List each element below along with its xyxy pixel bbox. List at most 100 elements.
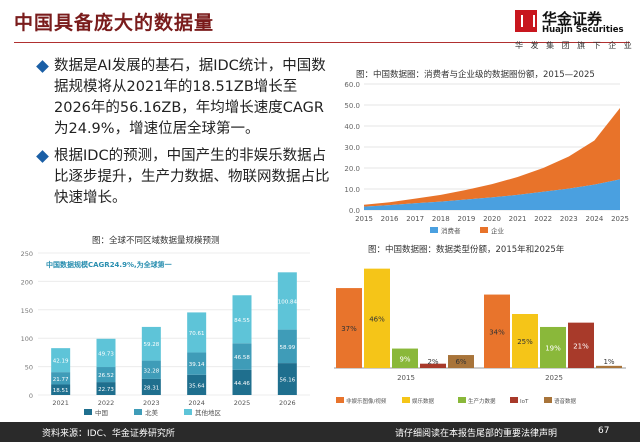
x-tick-label: 2015 (397, 374, 415, 382)
legend-swatch-enterprise (480, 227, 488, 233)
y-tick-label: 50.0 (344, 102, 360, 110)
data-label: 56.16 (279, 378, 295, 384)
bar-segment (277, 272, 297, 330)
y-tick-label: 100 (21, 335, 33, 343)
data-label: 49.73 (98, 351, 114, 357)
data-label: 19% (545, 344, 561, 352)
x-tick-label: 2023 (143, 399, 160, 407)
data-label: 32.28 (143, 368, 159, 374)
legend-swatch (134, 409, 142, 415)
legend-swatch (458, 397, 466, 403)
y-tick-label: 30.0 (344, 144, 360, 152)
data-label: 6% (455, 358, 466, 366)
y-tick-label: 60.0 (344, 81, 360, 89)
bullet-text: 根据IDC的预测，中国产生的非娱乐数据占比逐步提升，生产力数据、物联网数据占比快… (54, 148, 330, 206)
legend-swatch (336, 397, 344, 403)
x-tick-label: 2019 (457, 215, 475, 223)
data-label: 22.73 (98, 387, 114, 393)
data-label: 1% (603, 358, 614, 366)
global-bar-chart: 0 50 100 150 200 250 中国数据规模CAGR24.9%,为全球第一 18.5… (21, 250, 310, 417)
x-tick-label: 2020 (483, 215, 501, 223)
bar (364, 268, 390, 368)
data-label: 21.77 (53, 377, 69, 383)
source-note: 资料来源：IDC、华金证券研究所 (42, 429, 175, 439)
bullet-item: 根据IDC的预测，中国产生的非娱乐数据占比逐步提升，生产力数据、物联网数据占比快… (14, 146, 332, 209)
area-series-consumer (364, 179, 620, 210)
bar (596, 365, 622, 368)
legend-label: IoT (520, 399, 529, 405)
legend-swatch-consumer (430, 227, 438, 233)
y-tick-label: 10.0 (344, 186, 360, 194)
chart-annotation: 中国数据规模CAGR24.9%,为全球第一 (46, 260, 172, 269)
legend-swatch (510, 397, 518, 403)
bullet-list: 数据是AI发展的基石，据IDC统计，中国数据规模将从2021年的18.51ZB增… (14, 56, 332, 215)
y-tick-label: 20.0 (344, 165, 360, 173)
data-label: 42.19 (53, 359, 69, 365)
legend-label: 语音数据 (554, 397, 577, 405)
x-tick-label: 2025 (545, 374, 563, 382)
bar (512, 314, 538, 368)
x-tick-label: 2025 (234, 399, 251, 407)
bullet-item: 数据是AI发展的基石，据IDC统计，中国数据规模将从2021年的18.51ZB增… (14, 56, 332, 140)
y-tick-label: 0.0 (349, 207, 360, 215)
bullet-text: 数据是AI发展的基石，据IDC统计，中国数据规模将从2021年的18.51ZB增… (54, 58, 326, 137)
diamond-bullet-icon (36, 150, 49, 163)
bar (484, 294, 510, 368)
data-label: 100.84 (278, 299, 298, 305)
bar-segment (51, 384, 71, 395)
x-tick-label: 2024 (188, 399, 205, 407)
legend-swatch (402, 397, 410, 403)
y-tick-label: 250 (21, 250, 33, 258)
legend-label-consumer: 消费者 (441, 226, 461, 235)
data-label: 46% (369, 315, 385, 323)
legend-label: 生产力数据 (468, 397, 496, 405)
bar-chart-caption: 图：全球不同区域数据量规模预测 (92, 236, 220, 246)
bar-segment (187, 352, 207, 375)
x-tick-label: 2018 (432, 215, 450, 223)
huajin-logo-icon (515, 10, 537, 32)
bar-segment (187, 312, 207, 353)
data-label: 2% (427, 358, 438, 366)
bar-segment (277, 363, 297, 395)
area-series-enterprise (364, 107, 620, 207)
bar-segment (232, 295, 252, 344)
legend-label: 中国 (95, 408, 108, 417)
bar-segment (141, 378, 161, 395)
data-label: 46.58 (234, 355, 250, 361)
data-label: 37% (341, 325, 357, 333)
x-tick-label: 2022 (98, 399, 115, 407)
data-label: 21% (573, 342, 589, 350)
y-tick-label: 0 (29, 392, 33, 400)
data-label: 25% (517, 338, 533, 346)
bar-segment (96, 338, 116, 368)
legend-label: 北美 (145, 408, 159, 417)
x-tick-label: 2015 (355, 215, 373, 223)
page-title: 中国具备庞大的数据量 (14, 12, 215, 34)
y-tick-label: 200 (21, 278, 33, 286)
bar-segment (232, 343, 252, 370)
share-bar-chart: 37% 46% 9% 2% 6% 2015 34% 25% 19% 21% 1% 2025 非娱乐图像/… (334, 268, 626, 405)
logo-name-en: Huajin Securities (542, 25, 624, 35)
bar (336, 288, 362, 368)
area-chart-caption: 图：中国数据圈：消费者与企业级的数据圈份额，2015—2025 (356, 70, 595, 80)
bar-segment (141, 326, 161, 361)
x-tick-label: 2024 (585, 215, 603, 223)
x-tick-label: 2023 (560, 215, 578, 223)
title-rule (14, 42, 630, 43)
bar-segment (187, 374, 207, 395)
legend-label: 非娱乐图像/视频 (346, 397, 387, 405)
y-tick-label: 150 (21, 307, 33, 315)
diamond-bullet-icon (36, 60, 49, 73)
data-label: 59.28 (143, 342, 159, 348)
bar (568, 322, 594, 368)
data-label: 35.64 (189, 383, 205, 389)
legend-label-enterprise: 企业 (491, 226, 505, 235)
data-label: 84.55 (234, 318, 250, 324)
data-label: 58.99 (279, 345, 295, 351)
page-number: 67 (598, 426, 610, 436)
bar-segment (232, 369, 252, 395)
bar-segment (51, 372, 71, 385)
x-tick-label: 2021 (52, 399, 69, 407)
data-label: 70.61 (189, 331, 205, 337)
legend-label: 其他地区 (195, 408, 222, 417)
